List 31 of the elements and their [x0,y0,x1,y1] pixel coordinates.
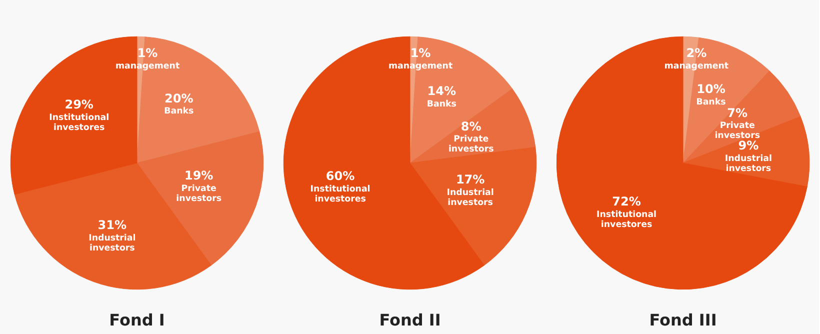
slice-label: Institutional investores [596,210,657,230]
slice-label: Industrial investors [446,188,494,208]
slice-label: management [115,61,180,72]
slice-label: Banks [426,99,456,110]
slice-label: Private investors [448,134,494,155]
data-label: 19% [184,168,214,183]
text: Fond II [379,310,441,330]
slice-label: Industrial investors [724,154,772,174]
data-label: 1% [137,46,158,60]
slice-label: Industrial investors [88,233,136,254]
data-label: 1% [410,46,431,60]
data-label: 14% [427,84,456,98]
slice-label: Institutional investores [49,112,110,133]
slice-label: Institutional investores [310,184,370,204]
data-label: 60% [326,168,355,183]
data-label: 7% [727,106,748,120]
data-label: 2% [686,46,707,60]
data-label: 31% [98,218,127,232]
data-label: 20% [164,91,194,106]
data-label: 10% [696,82,726,96]
slice-label: management [664,62,729,72]
slice-label: Banks [696,97,726,108]
data-label: 17% [456,172,485,187]
data-label: 8% [460,119,482,134]
text: Fond III [649,310,717,330]
slice-label: management [388,61,453,72]
text: Fond I [109,310,165,330]
data-label: 29% [64,97,94,112]
slice-label: Private investors [176,184,222,204]
slice-label: Banks [164,106,194,117]
data-label: 72% [612,194,641,208]
